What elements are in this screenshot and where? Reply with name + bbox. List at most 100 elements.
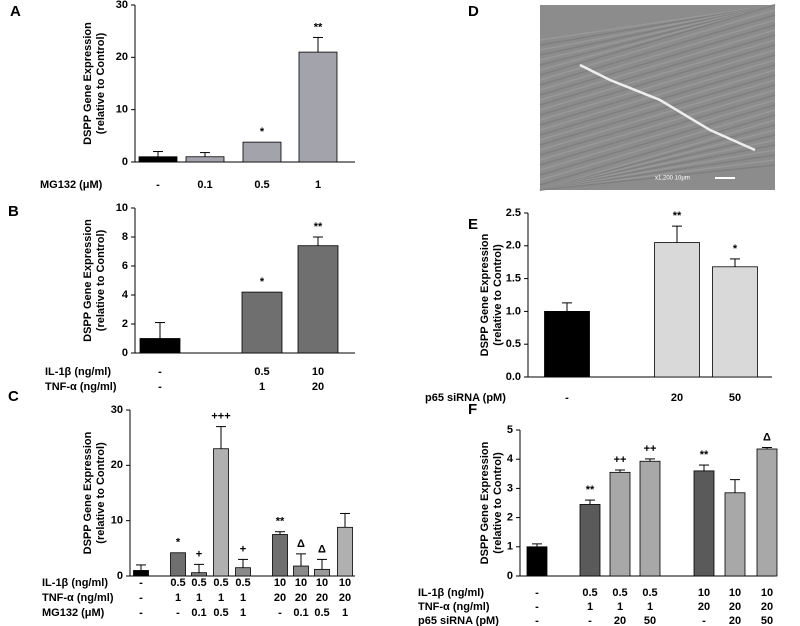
- x-tick-label: 20: [729, 601, 741, 613]
- texture: [539, 139, 776, 191]
- x-tick-label: 1: [240, 607, 246, 619]
- x-tick-label: 10: [339, 577, 351, 589]
- texture: [539, 49, 776, 121]
- texture: [539, 79, 776, 151]
- x-tick-label: 0.5: [213, 607, 228, 619]
- y-tick-label: 2: [507, 512, 513, 524]
- texture: [539, 4, 776, 56]
- row-label: TNF-α (ng/ml): [42, 592, 114, 604]
- bar: [185, 156, 225, 163]
- annotation: Δ: [297, 538, 305, 550]
- annotation: **: [276, 516, 285, 528]
- annotation: Δ: [763, 431, 771, 443]
- texture: [539, 59, 776, 131]
- y-tick-label: 0: [117, 570, 123, 582]
- annotation: **: [700, 449, 709, 461]
- x-tick-label: 0.5: [642, 587, 657, 599]
- texture: [539, 39, 776, 111]
- x-tick-label: 50: [729, 392, 741, 404]
- annotation: *: [733, 243, 738, 255]
- x-tick-label: 10: [312, 366, 324, 378]
- texture: [539, 69, 776, 141]
- row-label: MG132 (μM): [40, 179, 103, 191]
- annotation: ++: [644, 443, 657, 455]
- texture: [539, 84, 776, 156]
- x-tick-label: -: [139, 592, 143, 604]
- y-tick-label: 0.0: [506, 371, 521, 383]
- y-tick-label: 0: [507, 570, 513, 582]
- row-label: p65 siRNA (pM): [425, 392, 506, 404]
- y-tick-label: 0: [122, 347, 128, 359]
- annotation: ++: [614, 454, 627, 466]
- bar: [241, 291, 283, 354]
- y-tick-label: 0.5: [506, 338, 521, 350]
- x-tick-label: 20: [274, 592, 286, 604]
- y-axis-label: (relative to Control): [95, 442, 107, 544]
- x-tick-label: 1: [259, 381, 265, 393]
- bar: [314, 568, 330, 577]
- x-tick-label: 10: [295, 577, 307, 589]
- texture: [539, 99, 776, 171]
- texture: [539, 14, 776, 86]
- x-tick-label: 1: [315, 179, 321, 191]
- texture: [539, 114, 776, 186]
- texture: [539, 4, 776, 76]
- y-tick-label: 10: [111, 515, 123, 527]
- row-label: TNF-α (ng/ml): [45, 381, 117, 393]
- texture: [539, 4, 776, 61]
- panel-label: B: [8, 203, 19, 220]
- texture: [539, 29, 776, 101]
- x-tick-label: 0.1: [293, 607, 308, 619]
- y-axis-label: (relative to Control): [95, 229, 107, 331]
- annotation: **: [673, 210, 682, 222]
- x-tick-label: 20: [295, 592, 307, 604]
- texture: [539, 4, 776, 41]
- bar: [724, 492, 746, 577]
- bar: [133, 570, 149, 577]
- y-axis-label: DSPP Gene Expression: [82, 22, 94, 145]
- x-tick-label: 20: [614, 615, 626, 626]
- x-tick-label: 1: [617, 601, 623, 613]
- x-tick-label: -: [535, 587, 539, 599]
- bar: [609, 471, 631, 577]
- y-tick-label: 20: [111, 459, 123, 471]
- bar: [170, 552, 186, 577]
- x-tick-label: 1: [587, 601, 593, 613]
- annotation: **: [586, 484, 595, 496]
- x-tick-label: 50: [644, 615, 656, 626]
- texture: [539, 44, 776, 116]
- bar: [712, 266, 758, 378]
- texture: [539, 4, 776, 51]
- x-tick-label: 10: [729, 587, 741, 599]
- x-tick-label: -: [565, 392, 569, 404]
- bar: [272, 534, 288, 577]
- x-tick-label: 0.5: [235, 577, 250, 589]
- bar: [242, 141, 282, 163]
- y-axis-label: DSPP Gene Expression: [479, 233, 491, 356]
- x-tick-label: -: [535, 601, 539, 613]
- y-tick-label: 3: [507, 482, 513, 494]
- x-tick-label: 0.1: [197, 179, 212, 191]
- y-axis-label: (relative to Control): [492, 244, 504, 346]
- texture: [539, 164, 776, 191]
- y-axis-label: (relative to Control): [492, 452, 504, 554]
- annotation: +++: [211, 411, 230, 423]
- texture: [539, 149, 776, 191]
- y-tick-label: 1.0: [506, 305, 521, 317]
- x-tick-label: 1: [647, 601, 653, 613]
- panel-label: E: [468, 216, 478, 233]
- y-tick-label: 1: [507, 541, 513, 553]
- x-tick-label: 0.5: [254, 179, 269, 191]
- texture: [539, 4, 776, 46]
- y-tick-label: 2.5: [506, 207, 521, 219]
- x-tick-label: 20: [339, 592, 351, 604]
- x-tick-label: -: [702, 615, 706, 626]
- y-tick-label: 10: [116, 202, 128, 214]
- y-axis-label: DSPP Gene Expression: [82, 431, 94, 554]
- panel-label: A: [10, 3, 21, 20]
- x-tick-label: 20: [698, 601, 710, 613]
- y-tick-label: 2: [122, 318, 128, 330]
- bar: [654, 242, 700, 378]
- annotation: **: [314, 221, 323, 233]
